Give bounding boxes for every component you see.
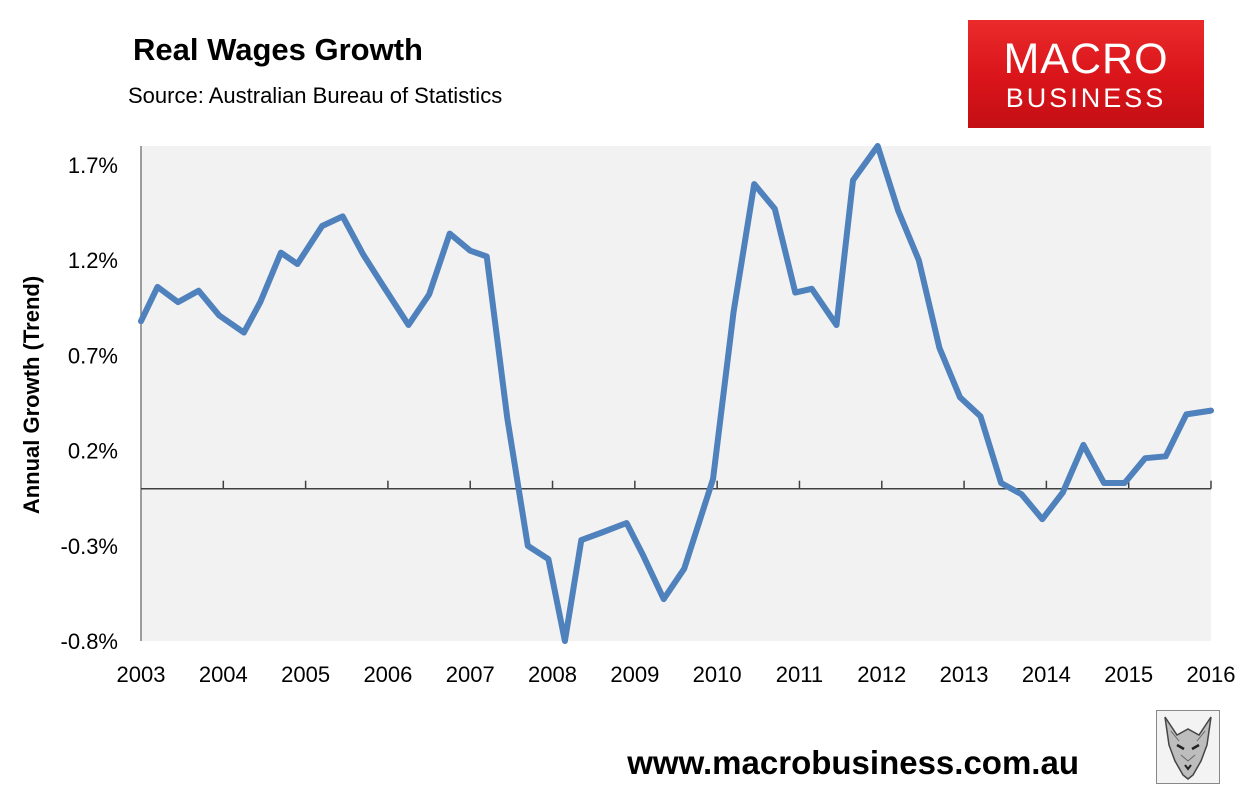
- y-tick-label: 1.7%: [68, 153, 118, 178]
- wolf-logo-icon: [1156, 710, 1220, 784]
- y-tick-label: -0.3%: [61, 534, 118, 559]
- x-tick-label: 2007: [446, 662, 495, 687]
- series-line-real-wages: [138, 143, 1214, 644]
- x-tick-label: 2006: [363, 662, 412, 687]
- y-tick-label: -0.8%: [61, 629, 118, 654]
- x-tick-label: 2009: [610, 662, 659, 687]
- x-tick-label: 2016: [1187, 662, 1236, 687]
- x-tick-label: 2012: [857, 662, 906, 687]
- x-tick-label: 2014: [1022, 662, 1071, 687]
- x-tick-label: 2004: [199, 662, 248, 687]
- logo-line-business: BUSINESS: [1005, 83, 1167, 113]
- x-tick-label: 2011: [776, 662, 823, 687]
- x-tick-label: 2005: [281, 662, 330, 687]
- x-tick-label: 2015: [1104, 662, 1153, 687]
- chart-source: Source: Australian Bureau of Statistics: [128, 83, 503, 108]
- chart-title: Real Wages Growth: [133, 32, 423, 67]
- x-tick-label: 2013: [940, 662, 989, 687]
- logo-line-macro: MACRO: [1003, 35, 1169, 83]
- x-tick-label: 2008: [528, 662, 577, 687]
- macrobusiness-logo: MACRO BUSINESS: [968, 20, 1204, 128]
- website-url: www.macrobusiness.com.au: [627, 744, 1079, 781]
- x-tick-label: 2010: [693, 662, 742, 687]
- x-tick-label: 2003: [117, 662, 166, 687]
- y-tick-label: 1.2%: [68, 248, 118, 273]
- y-tick-label: 0.7%: [68, 343, 118, 368]
- y-tick-label: 0.2%: [68, 439, 118, 464]
- plot-area: [141, 146, 1211, 641]
